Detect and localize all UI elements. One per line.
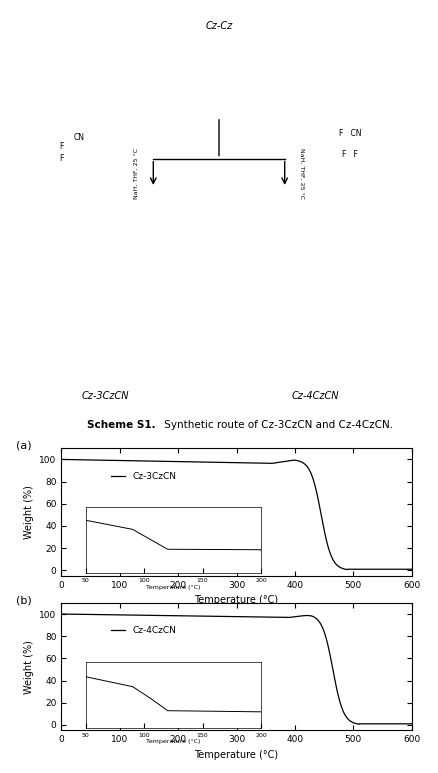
Text: (b): (b) — [16, 595, 32, 605]
Text: F   CN: F CN — [339, 129, 362, 138]
Text: (a): (a) — [16, 441, 32, 451]
Text: Synthetic route of Cz-3CzCN and Cz-4CzCN.: Synthetic route of Cz-3CzCN and Cz-4CzCN… — [161, 421, 393, 430]
Y-axis label: Weight (%): Weight (%) — [24, 640, 34, 693]
Text: F: F — [59, 154, 64, 163]
Text: Scheme S1.: Scheme S1. — [87, 421, 156, 430]
Text: NaH, THF, 25 °C: NaH, THF, 25 °C — [300, 148, 305, 199]
X-axis label: Temperature (°C): Temperature (°C) — [194, 750, 279, 760]
Text: Cz-3CzCN: Cz-3CzCN — [81, 390, 129, 400]
Legend: Cz-4CzCN: Cz-4CzCN — [108, 623, 180, 639]
Text: Cz-4CzCN: Cz-4CzCN — [292, 390, 339, 400]
Text: Cz-Cz: Cz-Cz — [205, 21, 233, 31]
Text: NaH, THF, 25 °C: NaH, THF, 25 °C — [133, 148, 138, 199]
Text: F: F — [59, 141, 64, 151]
Text: F   F: F F — [343, 150, 358, 159]
X-axis label: Temperature (°C): Temperature (°C) — [194, 595, 279, 605]
Text: CN: CN — [73, 133, 85, 142]
Legend: Cz-3CzCN: Cz-3CzCN — [108, 468, 180, 485]
Y-axis label: Weight (%): Weight (%) — [24, 485, 34, 539]
